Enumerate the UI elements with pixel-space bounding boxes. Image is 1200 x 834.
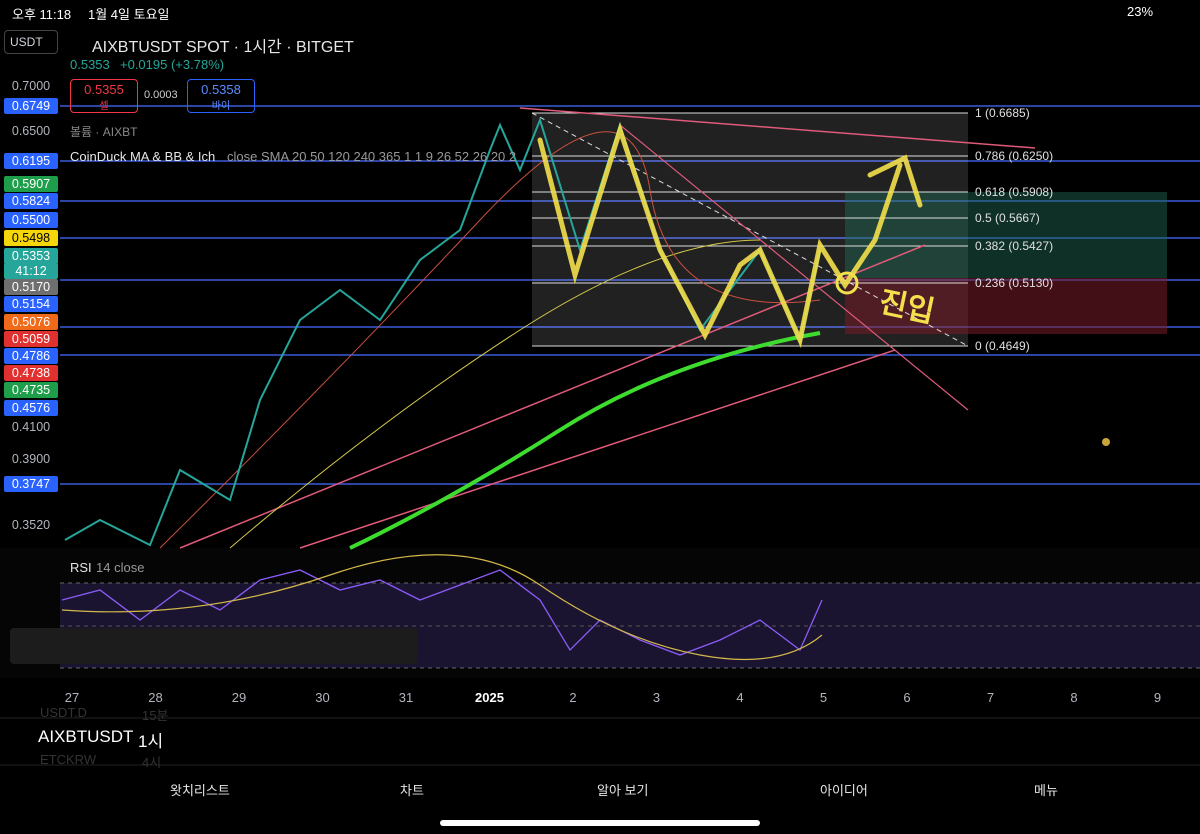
symbol-title: AIXBTUSDT SPOT · 1시간 · BITGET [92, 39, 354, 56]
fib-label: 0.5 (0.5667) [975, 211, 1040, 225]
rsi-params: 14 close [96, 560, 145, 575]
spread: 0.0003 [144, 89, 178, 101]
tab[interactable]: 차트 [400, 783, 424, 798]
price-label: 0.4735 [4, 382, 58, 398]
price-label: 0.6195 [4, 153, 58, 169]
battery: 23% [1127, 4, 1154, 19]
ghost-interval: 15분 [142, 708, 169, 723]
time-label: 9 [1153, 690, 1162, 705]
price-label: 0.3900 [11, 452, 51, 466]
price-label: 0.3520 [11, 518, 51, 532]
time-label: 2 [569, 690, 577, 705]
ghost-interval: 4시 [142, 755, 162, 770]
price-label: 0.7000 [11, 79, 51, 93]
status-time: 오후 11:18 [12, 7, 72, 22]
tab[interactable]: 아이디어 [820, 783, 868, 798]
price-label: 0.6749 [4, 98, 58, 114]
time-label: 8 [1070, 690, 1078, 705]
buy-label: 바이 [211, 101, 231, 112]
ghost-symbol: ETCKRW [40, 752, 97, 767]
price-label: 0.5824 [4, 193, 58, 209]
toolbar-symbol[interactable]: AIXBTUSDT [38, 727, 134, 746]
price-label: 0.3747 [4, 476, 58, 492]
time-label: 31 [398, 690, 414, 705]
price-label: 0.4576 [4, 400, 58, 416]
buy-button[interactable]: 0.5358 바이 [187, 79, 255, 113]
last-price: 0.5353 [70, 57, 110, 72]
tab[interactable]: 왓치리스트 [170, 783, 230, 798]
countdown: 41:12 [4, 263, 58, 279]
status-date: 1월 4일 토요일 [88, 7, 170, 22]
time-label: 6 [903, 690, 911, 705]
fib-label: 0 (0.4649) [975, 339, 1030, 353]
indicator-name: CoinDuck MA & BB & Ich [70, 149, 216, 164]
sell-price: 0.5355 [84, 82, 124, 97]
time-label: 7 [986, 690, 995, 705]
time-label: 2025 [475, 690, 504, 705]
time-label: 28 [148, 690, 163, 705]
tab[interactable]: 메뉴 [1034, 783, 1058, 798]
fib-label: 0.382 (0.5427) [975, 239, 1054, 253]
time-label: 27 [64, 690, 80, 705]
price-label: 0.4786 [4, 348, 58, 364]
price-label: 0.5154 [4, 296, 58, 312]
volume-label: 볼륨 · AIXBT [70, 125, 138, 139]
price-label: 0.5353 [4, 248, 58, 264]
price-change: +0.0195 (+3.78%) [120, 57, 225, 72]
fib-label: 0.618 (0.5908) [975, 185, 1054, 199]
price-label: 0.5498 [4, 230, 58, 246]
time-label: 5 [819, 690, 828, 705]
price-label: 0.5059 [4, 331, 58, 347]
price-label: 0.5076 [4, 314, 58, 330]
time-label: 30 [315, 690, 330, 705]
rsi-name: RSI [70, 560, 92, 575]
price-label: 0.4100 [11, 420, 51, 434]
fib-label: 0.236 (0.5130) [975, 276, 1054, 290]
ghost-symbol: USDT.D [40, 705, 87, 720]
time-label: 4 [736, 690, 744, 705]
price-label: 0.4738 [4, 365, 58, 381]
fib-label: 0.786 (0.6250) [975, 149, 1054, 163]
sell-label: 셀 [99, 101, 109, 112]
time-label: 3 [652, 690, 661, 705]
price-label: 0.5170 [4, 279, 58, 295]
currency-button[interactable]: USDT [4, 30, 58, 54]
buy-price: 0.5358 [201, 82, 241, 97]
price-label: 0.6500 [11, 124, 51, 138]
fib-label: 1 (0.6685) [975, 106, 1030, 120]
time-label: 29 [231, 690, 247, 705]
indicator-params: close SMA 20 50 120 240 365 1 1 9 26 52 … [227, 149, 517, 164]
toolbar-interval[interactable]: 1시 [138, 732, 164, 751]
price-label: 0.5500 [4, 212, 58, 228]
sell-button[interactable]: 0.5355 셀 [70, 79, 138, 113]
price-label: 0.5907 [4, 176, 58, 192]
tab[interactable]: 알아 보기 [597, 783, 649, 798]
